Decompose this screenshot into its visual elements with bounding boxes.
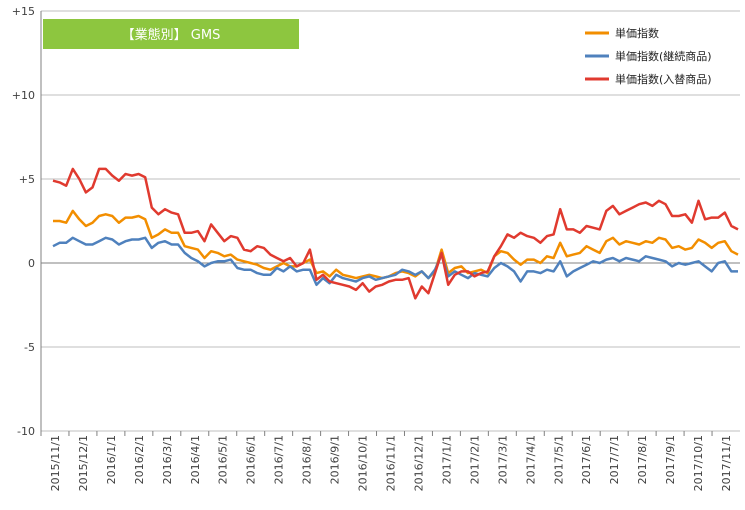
x-tick-label: 2016/11/1 [385, 435, 398, 491]
y-tick-label: -10 [17, 425, 35, 438]
y-axis: -10 -5 0 +5 +10 +15 [12, 5, 42, 438]
chart-title: 【業態別】 GMS [43, 19, 299, 49]
series-line-2 [52, 167, 739, 300]
x-tick-label: 2016/6/1 [245, 435, 258, 484]
title-background [43, 19, 299, 49]
x-tick-label: 2016/10/1 [357, 435, 370, 491]
x-tick-label: 2017/10/1 [692, 435, 705, 491]
chart-title-text: 【業態別】 GMS [122, 27, 221, 43]
x-tick-label: 2017/4/1 [524, 435, 537, 484]
series-lines [52, 167, 739, 300]
x-tick-label: 2016/8/1 [301, 435, 314, 484]
x-axis: 2015/11/1 2015/12/1 2016/1/1 2016/2/1 2016/3… [40, 431, 733, 491]
legend-label-0: 単価指数 [615, 26, 659, 40]
x-tick-label: 2016/3/1 [161, 435, 174, 484]
x-tick-label: 2017/3/1 [496, 435, 509, 484]
x-tick-label: 2017/6/1 [580, 435, 593, 484]
x-tick-label: 2016/5/1 [217, 435, 230, 484]
y-tick-label: -5 [24, 341, 35, 354]
x-tick-label: 2017/7/1 [608, 435, 621, 484]
x-tick-label: 2017/9/1 [664, 435, 677, 484]
x-tick-label: 2016/2/1 [133, 435, 146, 484]
x-tick-label: 2015/12/1 [77, 435, 90, 491]
y-tick-label: +10 [12, 89, 35, 102]
x-tick-label: 2016/12/1 [412, 435, 425, 491]
x-tick-label: 2017/11/1 [720, 435, 733, 491]
series-line-0 [53, 209, 739, 280]
x-tick-label: 2017/5/1 [552, 435, 565, 484]
x-tick-label: 2017/1/1 [440, 435, 453, 484]
y-tick-label: 0 [28, 257, 35, 270]
y-tick-label: +15 [12, 5, 35, 18]
x-tick-label: 2016/1/1 [105, 435, 118, 484]
legend-label-1: 単価指数(継続商品) [615, 49, 712, 63]
x-tick-label: 2016/4/1 [189, 435, 202, 484]
x-tick-label: 2017/2/1 [468, 435, 481, 484]
x-tick-label: 2015/11/1 [49, 435, 62, 491]
x-tick-label: 2016/7/1 [273, 435, 286, 484]
legend: 単価指数 単価指数(継続商品) 単価指数(入替商品) [585, 26, 712, 86]
x-tick-label: 2017/8/1 [636, 435, 649, 484]
gridlines [41, 10, 740, 432]
x-tick-label: 2016/9/1 [329, 435, 342, 484]
legend-label-2: 単価指数(入替商品) [615, 72, 712, 86]
series-line-1 [52, 236, 738, 287]
y-tick-label: +5 [19, 173, 35, 186]
